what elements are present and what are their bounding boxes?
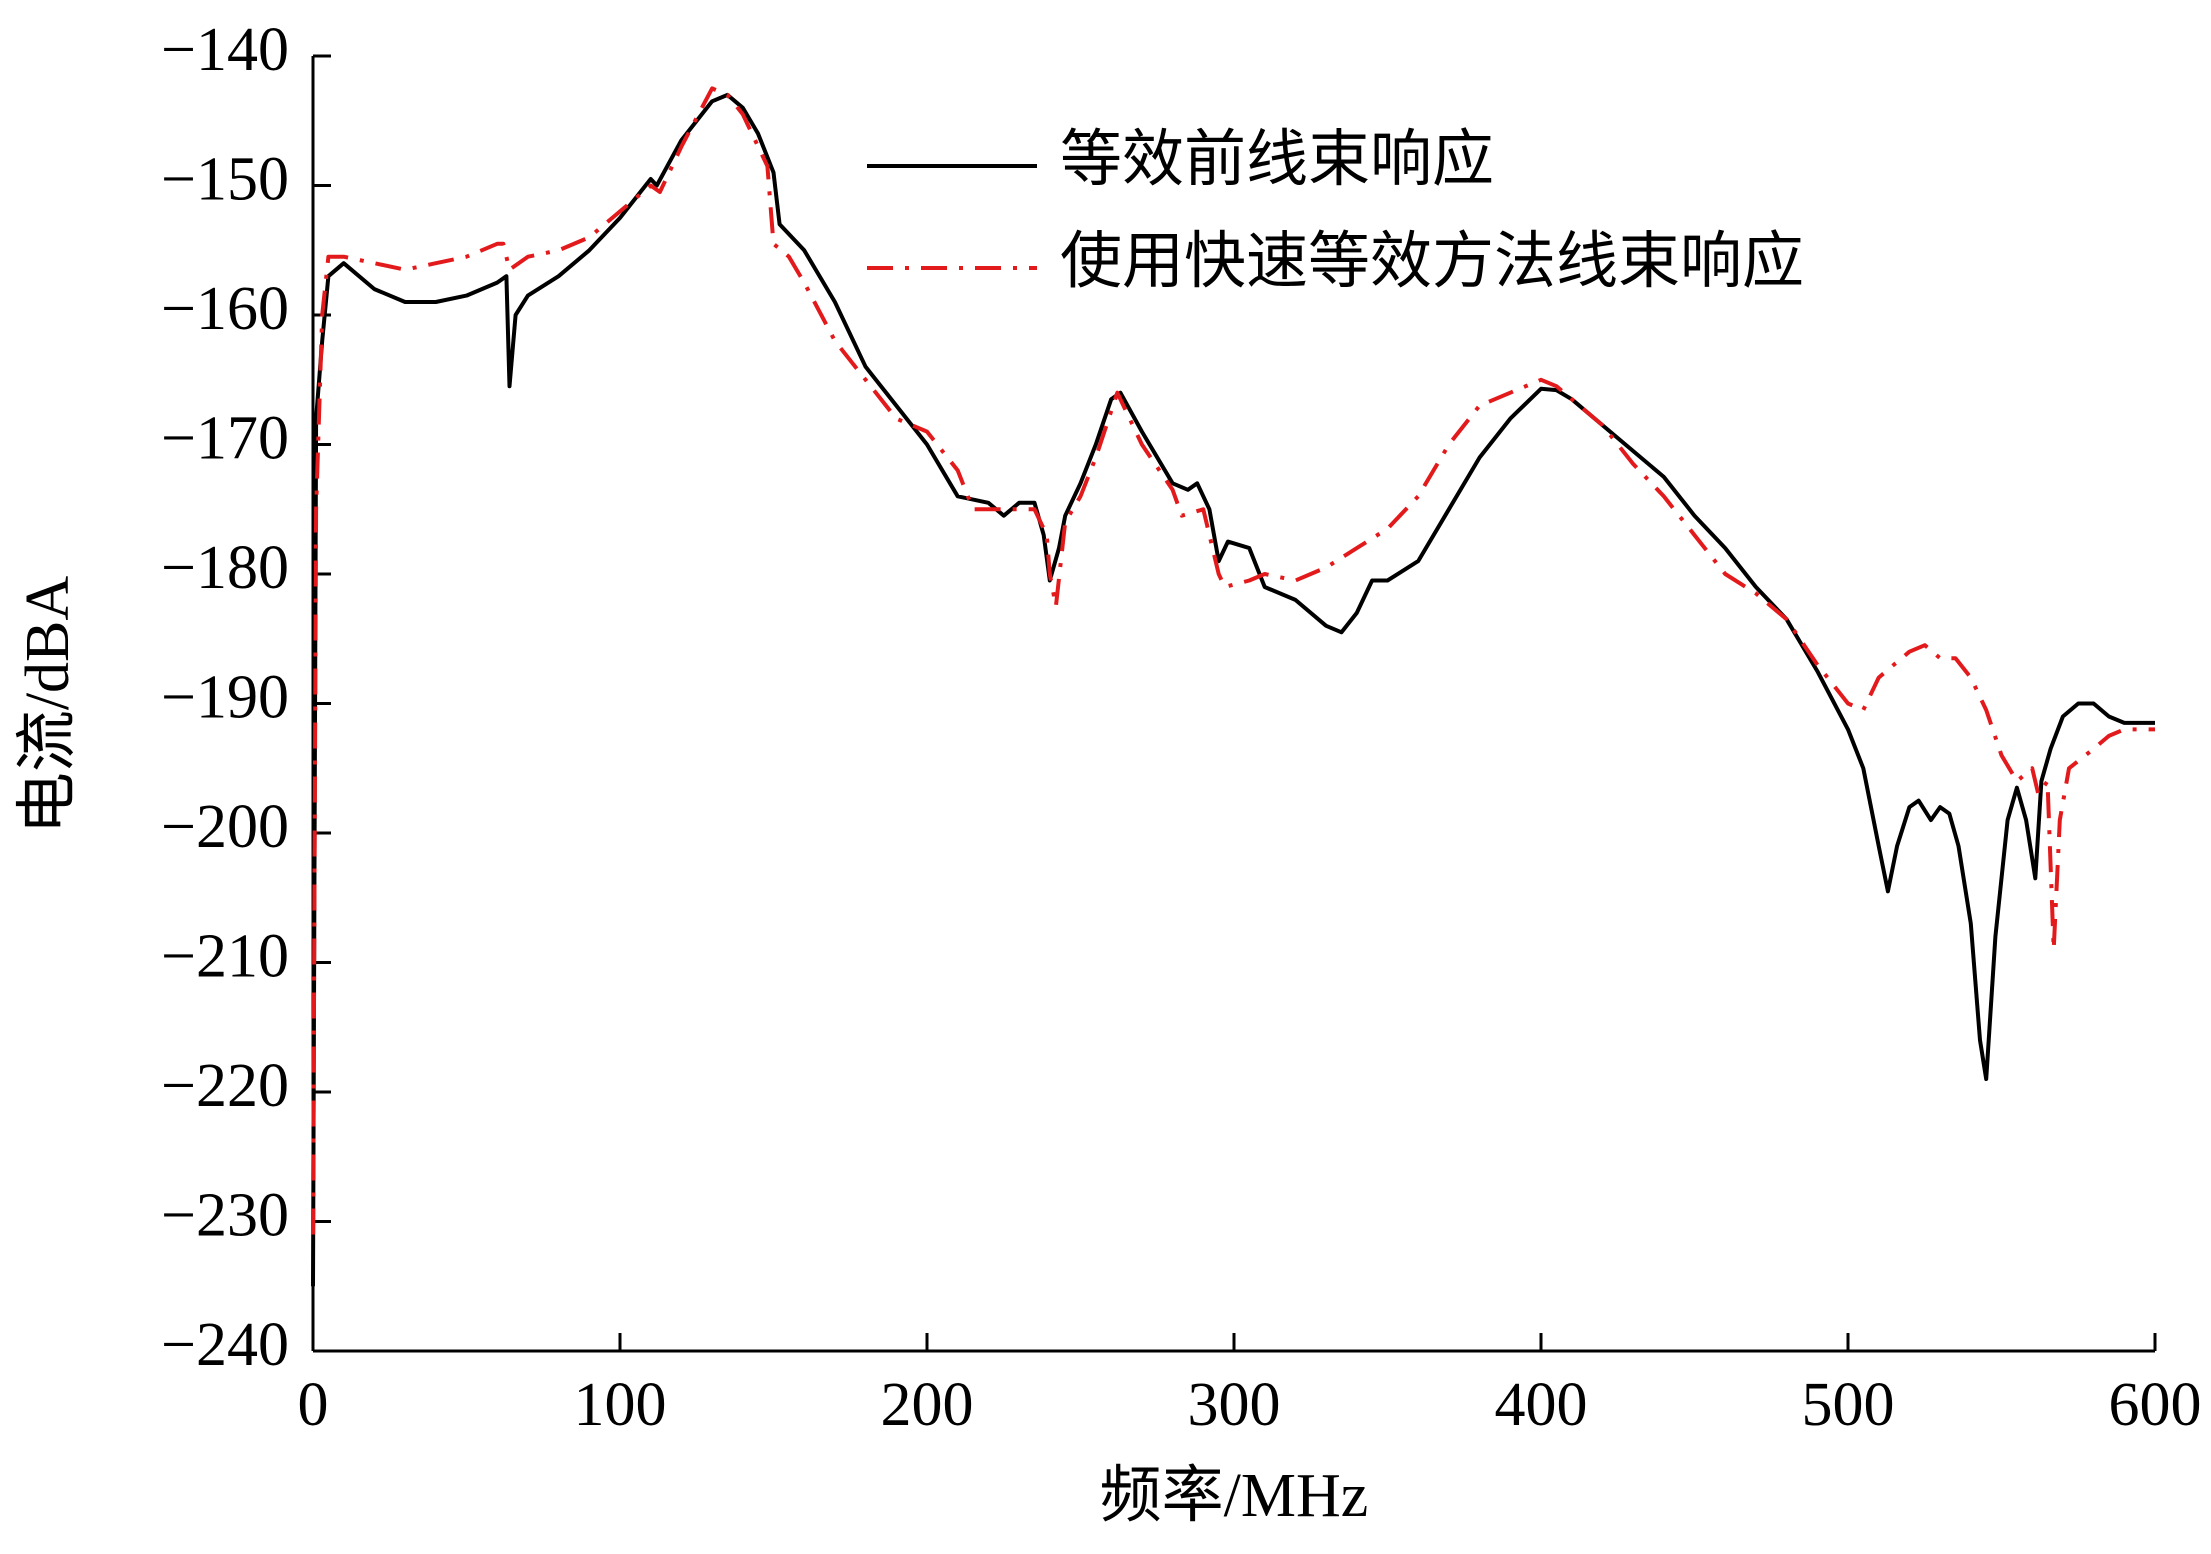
x-tick-label: 500 bbox=[1802, 1371, 1895, 1439]
y-tick-label: −160 bbox=[161, 275, 289, 343]
y-tick-label: −150 bbox=[161, 146, 289, 214]
x-axis-label: 频率/MHz bbox=[1100, 1462, 1369, 1530]
legend-label: 等效前线束响应 bbox=[1060, 126, 1494, 194]
y-axis-label: 电流/dBA bbox=[14, 576, 82, 835]
y-tick-label: −170 bbox=[161, 405, 289, 473]
series-line bbox=[311, 86, 2155, 1235]
y-tick-label: −180 bbox=[161, 534, 289, 602]
x-tick-label: 0 bbox=[298, 1371, 329, 1439]
y-tick-label: −140 bbox=[161, 16, 289, 84]
x-tick-label: 400 bbox=[1495, 1371, 1588, 1439]
x-tick-label: 600 bbox=[2109, 1371, 2202, 1439]
x-tick-label: 200 bbox=[881, 1371, 974, 1439]
y-tick-label: −240 bbox=[161, 1311, 289, 1379]
x-tick-label: 100 bbox=[574, 1371, 667, 1439]
x-tick-label: 300 bbox=[1188, 1371, 1281, 1439]
y-tick-label: −200 bbox=[161, 793, 289, 861]
y-tick-label: −220 bbox=[161, 1052, 289, 1120]
legend-label: 使用快速等效方法线束响应 bbox=[1060, 228, 1804, 296]
series-line bbox=[311, 92, 2155, 1287]
y-tick-label: −190 bbox=[161, 664, 289, 732]
y-tick-label: −230 bbox=[161, 1182, 289, 1250]
y-tick-label: −210 bbox=[161, 923, 289, 991]
